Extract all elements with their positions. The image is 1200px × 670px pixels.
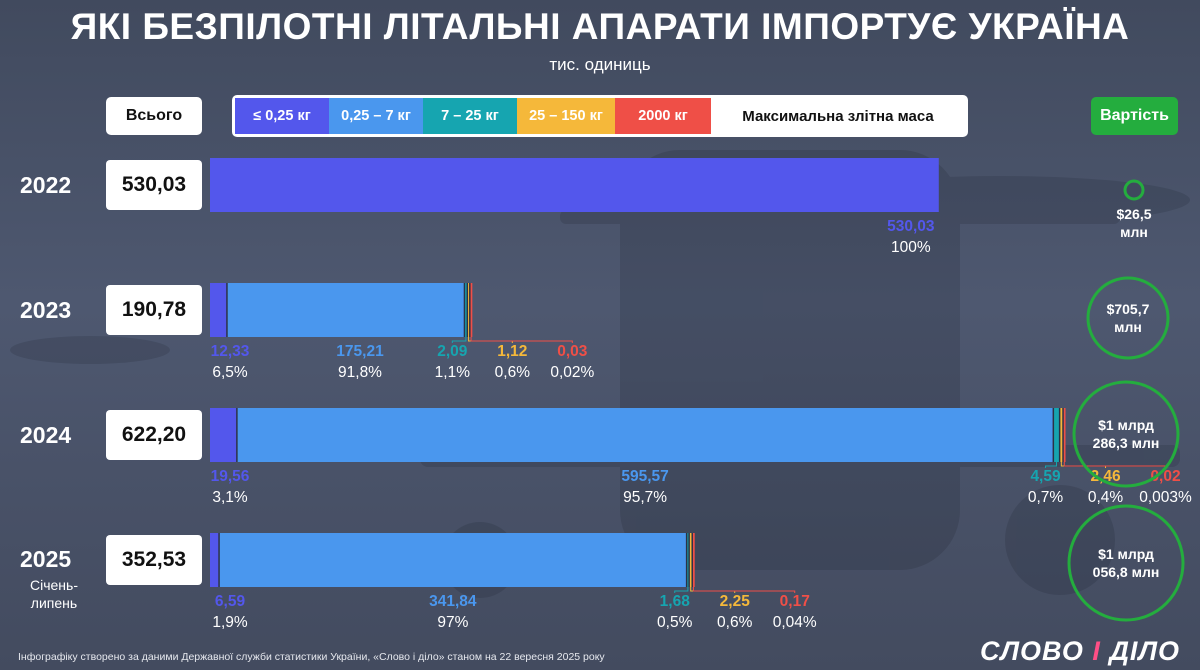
leader-line: [1045, 462, 1057, 468]
percent-label: 1,9%: [212, 614, 248, 631]
percent-label: 0,5%: [657, 614, 693, 631]
value-label: 341,84: [429, 593, 477, 610]
legend-item-cat4: 25 – 150 кг: [517, 98, 615, 134]
percent-label: 91,8%: [338, 364, 382, 381]
cost-value-2022: $26,5 млн: [1084, 205, 1184, 241]
value-label: 0,02: [1150, 468, 1180, 485]
total-header-pill: Всього: [106, 97, 202, 135]
bar-2025-seg-3: [686, 533, 690, 587]
value-label: 2,25: [720, 593, 751, 610]
leader-line: [451, 337, 467, 343]
value-label: 2,46: [1090, 468, 1121, 485]
logo-part-a: СЛОВО: [980, 636, 1084, 666]
cost-line-2: млн: [1120, 224, 1148, 240]
leader-line: [470, 337, 573, 343]
percent-label: 1,1%: [435, 364, 471, 381]
value-label: 530,03: [887, 218, 935, 235]
page-subtitle: тис. одиниць: [549, 55, 651, 74]
total-box-2025: 352,53: [106, 535, 202, 585]
bar-2023-seg-4: [467, 283, 470, 337]
percent-label: 0,04%: [773, 614, 817, 631]
value-label: 595,57: [621, 468, 668, 485]
bar-2024-seg-1: [210, 408, 237, 462]
bar-2024-seg-4: [1059, 408, 1064, 462]
bar-2025-seg-5: [692, 533, 695, 587]
value-label: 2,09: [437, 343, 468, 360]
bar-2023-seg-1: [210, 283, 227, 337]
source-footnote: Інфографіку створено за даними Державної…: [18, 651, 605, 663]
bar-2025-seg-4: [689, 533, 693, 587]
cost-ring-2023: [1086, 276, 1170, 360]
cost-line-2: 056,8 млн: [1092, 564, 1160, 580]
bar-2025-seg-2: [219, 533, 687, 587]
cost-value-2023: $705,7 млн: [1078, 300, 1178, 336]
logo-part-c: ДІЛО: [1109, 636, 1180, 666]
year-label-2022: 2022: [20, 172, 72, 198]
bar-2025-seg-1: [210, 533, 220, 587]
value-header-pill: Вартість: [1091, 97, 1178, 135]
cost-ring-2025: [1067, 504, 1185, 622]
cost-value-2025: $1 млрд 056,8 млн: [1071, 545, 1181, 581]
year-label-2024: 2024: [20, 422, 72, 448]
cost-value-2024: $1 млрд 286,3 млн: [1071, 416, 1181, 452]
percent-label: 0,6%: [495, 364, 531, 381]
cost-line-1: $1 млрд: [1098, 417, 1154, 433]
total-box-2024: 622,20: [106, 410, 202, 460]
bar-2023-seg-5: [469, 283, 473, 337]
legend-item-cat1: ≤ 0,25 кг: [235, 98, 329, 134]
value-label: 0,17: [780, 593, 810, 610]
year-note-2025: Січень-липень: [30, 577, 78, 611]
bar-2024-seg-3: [1053, 408, 1060, 462]
leader-line: [674, 587, 689, 593]
percent-label: 0,4%: [1088, 489, 1124, 506]
bar-2023-seg-2: [226, 283, 465, 337]
value-label: 175,21: [336, 343, 384, 360]
page-title: ЯКІ БЕЗПІЛОТНІ ЛІТАЛЬНІ АПАРАТИ ІМПОРТУЄ…: [70, 6, 1130, 47]
cost-line-1: $705,7: [1106, 301, 1150, 317]
percent-label: 3,1%: [212, 489, 248, 506]
value-label: 4,59: [1030, 468, 1061, 485]
year-label-2025: 2025: [20, 546, 72, 572]
legend-item-cat5: 2000 кг: [615, 98, 711, 134]
leader-line: [692, 587, 796, 593]
legend: ≤ 0,25 кг 0,25 – 7 кг 7 – 25 кг 25 – 150…: [232, 95, 968, 137]
legend-caption: Максимальна злітна маса: [742, 107, 934, 125]
cost-ring-2022: [1123, 179, 1145, 201]
legend-item-cat3: 7 – 25 кг: [423, 98, 517, 134]
value-label: 19,56: [211, 468, 250, 485]
percent-label: 0,6%: [717, 614, 753, 631]
year-label-2023: 2023: [20, 297, 72, 323]
value-label: 6,59: [215, 593, 246, 610]
bar-2024-seg-2: [236, 408, 1054, 462]
value-label: 1,12: [497, 343, 527, 360]
percent-label: 0,003%: [1139, 489, 1192, 506]
bar-2022-seg-1: [210, 158, 939, 212]
brand-logo: СЛОВО І ДІЛО: [980, 636, 1180, 667]
bar-2024-seg-5: [1063, 408, 1066, 462]
value-label: 0,03: [557, 343, 588, 360]
bar-2023-seg-3: [464, 283, 468, 337]
percent-label: 0,02%: [550, 364, 594, 381]
percent-label: 97%: [437, 614, 468, 631]
percent-label: 100%: [891, 239, 931, 256]
value-label: 1,68: [660, 593, 691, 610]
cost-line-2: 286,3 млн: [1092, 435, 1160, 451]
cost-line-1: $26,5: [1116, 206, 1152, 222]
total-box-2023: 190,78: [106, 285, 202, 335]
value-label: 12,33: [211, 343, 250, 360]
total-box-2022: 530,03: [106, 160, 202, 210]
percent-label: 6,5%: [212, 364, 248, 381]
cost-ring-2024: [1072, 380, 1180, 488]
legend-item-cat2: 0,25 – 7 кг: [329, 98, 423, 134]
logo-part-b: І: [1092, 636, 1101, 666]
percent-label: 95,7%: [623, 489, 667, 506]
percent-label: 0,7%: [1028, 489, 1064, 506]
cost-line-2: млн: [1114, 319, 1142, 335]
cost-line-1: $1 млрд: [1098, 546, 1154, 562]
